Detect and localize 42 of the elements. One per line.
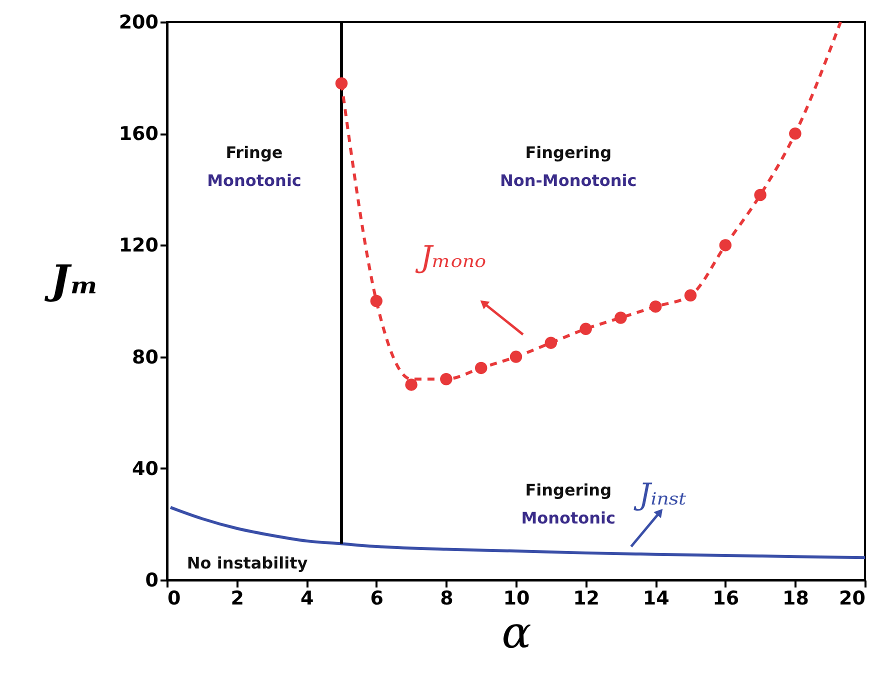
annotation: Fingering xyxy=(525,143,612,162)
annotation: Fingering xyxy=(525,480,612,500)
annotation: Monotonic xyxy=(207,171,302,190)
point xyxy=(544,336,558,349)
x-tick-label: 2 xyxy=(230,588,244,610)
x-tick-label: 6 xyxy=(370,588,384,610)
y-tick-label: 0 xyxy=(145,570,158,592)
point xyxy=(510,350,522,363)
x-tick-label: 8 xyxy=(440,588,454,610)
point xyxy=(789,127,802,140)
point xyxy=(405,378,418,391)
annotation: Monotonic xyxy=(521,508,616,528)
x-tick-label: 10 xyxy=(503,588,530,610)
point xyxy=(649,300,662,313)
x-tick-label: 14 xyxy=(642,588,670,610)
x-tick-label: 0 xyxy=(168,588,181,610)
x-tick-label: 12 xyxy=(573,588,600,610)
point xyxy=(684,289,697,302)
y-tick-label: 160 xyxy=(118,123,158,146)
annotation: Fringe xyxy=(226,143,283,162)
point xyxy=(335,77,348,90)
series-label: Jₘₒₙₒ xyxy=(414,240,486,276)
y-tick-label: 80 xyxy=(132,346,158,368)
point xyxy=(440,373,452,386)
point xyxy=(370,294,383,308)
point xyxy=(614,312,627,324)
annotation: Non-Monotonic xyxy=(500,171,637,190)
y-axis-title: Jₘ xyxy=(44,256,99,304)
x-axis-title: α xyxy=(502,608,532,658)
point xyxy=(719,239,732,252)
x-tick-label: 4 xyxy=(300,588,314,610)
point xyxy=(474,362,488,374)
x-tick-label: 16 xyxy=(712,588,740,610)
x-tick-label: 18 xyxy=(782,588,809,610)
point xyxy=(580,322,592,336)
y-tick-label: 120 xyxy=(118,234,158,257)
y-tick-label: 200 xyxy=(118,12,158,34)
x-tick-label: 20 xyxy=(839,588,866,610)
y-tick-label: 40 xyxy=(132,458,158,480)
annotation: No instability xyxy=(186,553,308,572)
point xyxy=(754,188,766,202)
series-label: Jᵢₙₛₜ xyxy=(632,477,688,512)
